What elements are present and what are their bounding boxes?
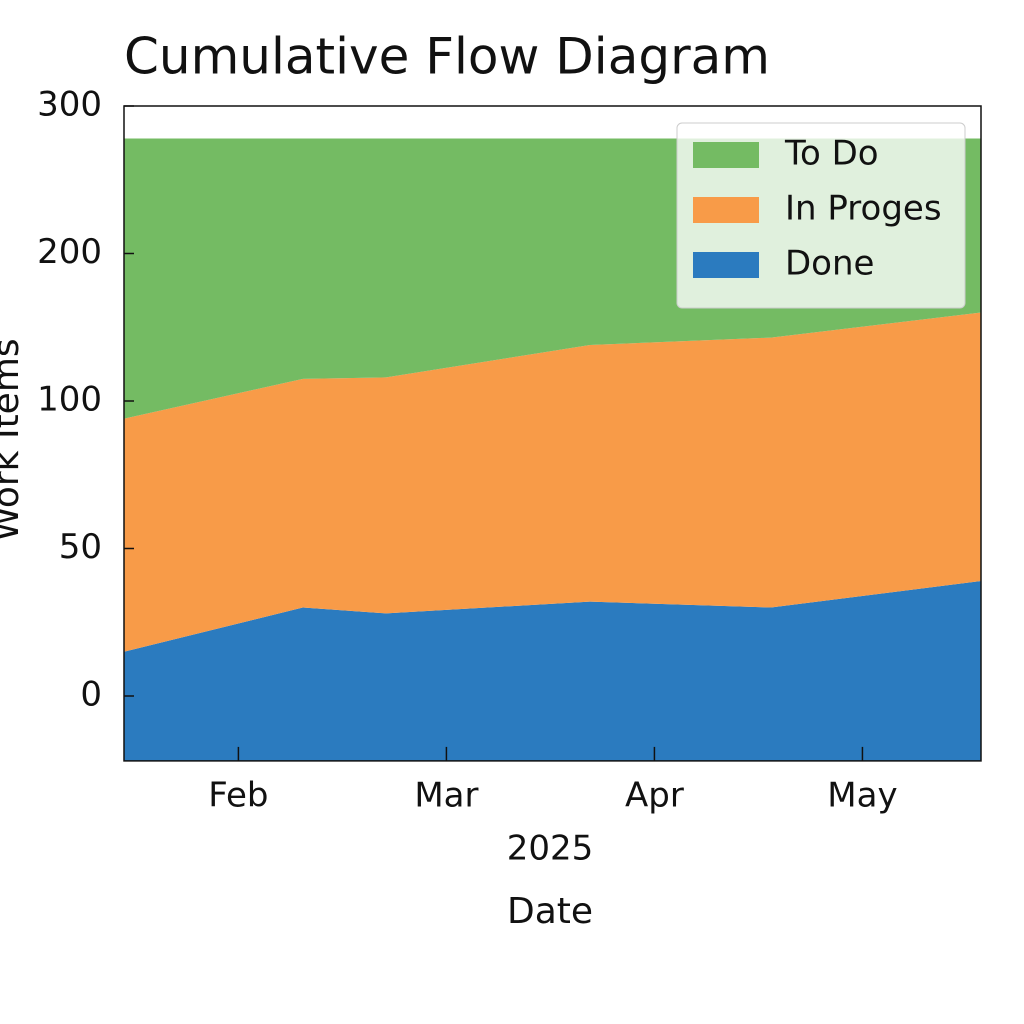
x-tick-label: Mar [414,775,478,815]
y-tick-label: 50 [59,527,102,567]
x-tick-label: Feb [208,775,268,815]
legend-swatch [693,142,759,168]
x-tick-label: Apr [625,775,684,815]
legend-swatch [693,197,759,223]
area [124,312,981,652]
legend-label: To Do [784,134,879,174]
legend-swatch [693,252,759,278]
plot-frame [123,105,982,762]
legend: To Do In Proges Done [676,122,966,309]
x-axis-label: Date [507,891,593,932]
x-tick-label: May [827,775,897,815]
y-axis-label: Work Items [0,338,27,541]
y-tick-label: 300 [37,85,102,125]
y-tick-label: 0 [80,675,102,715]
chart-title: Cumulative Flow Diagram [124,28,770,86]
legend-label: Done [785,244,874,284]
x-offset-label: 2025 [507,829,594,869]
y-tick-label: 100 [37,380,102,420]
legend-label: In Proges [785,189,942,229]
y-tick-label: 200 [37,232,102,272]
area [124,580,981,761]
